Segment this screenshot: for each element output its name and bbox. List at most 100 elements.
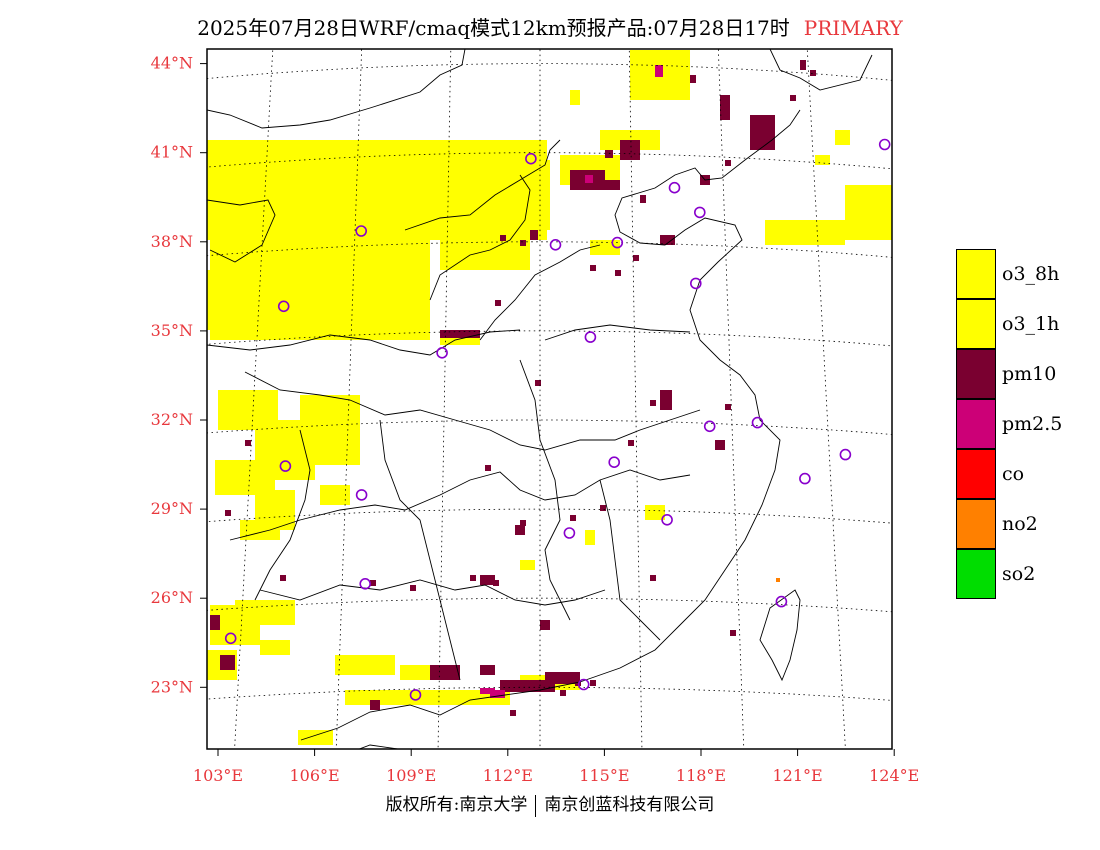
lon-tick-label: 115°E <box>579 766 629 785</box>
pollution-cell <box>690 75 696 83</box>
pollution-cell <box>520 240 526 246</box>
coastline <box>300 109 801 741</box>
pollution-cell <box>750 115 775 150</box>
pollution-cell <box>210 615 220 630</box>
pollution-cell <box>615 270 621 276</box>
pollution-cell <box>600 180 620 190</box>
station-marker <box>661 513 673 526</box>
pollution-cell <box>207 270 287 330</box>
province-line-6 <box>404 139 561 231</box>
pollution-cell <box>480 665 495 675</box>
parallel-line <box>207 419 892 435</box>
pollution-cell <box>815 155 830 165</box>
pollution-cell <box>345 280 425 330</box>
pollution-cell <box>660 390 672 410</box>
city-station-markers <box>224 138 891 701</box>
pollution-cell <box>725 160 731 166</box>
parallel-line <box>207 686 892 701</box>
legend-label-o3-1h: o3_1h <box>1002 313 1060 335</box>
pollution-cell <box>790 95 796 101</box>
province-boundaries <box>207 49 873 749</box>
pollution-cell <box>545 672 580 684</box>
province-line-13 <box>254 429 311 601</box>
pollution-cell <box>810 70 816 76</box>
station-marker <box>608 456 621 469</box>
pollution-cell <box>575 680 581 686</box>
pollution-cell <box>845 185 892 240</box>
pollution-cell <box>725 404 731 410</box>
parallel-line <box>207 597 892 613</box>
pollution-cell <box>235 600 295 625</box>
province-line-12 <box>379 419 461 681</box>
pollution-cell <box>440 210 530 270</box>
pollution-cell <box>225 510 231 516</box>
pollution-cell <box>585 175 593 183</box>
legend-swatch-co <box>956 449 996 499</box>
copyright-left: 版权所有:南京大学 <box>385 795 528 815</box>
legend-label-o3-8h: o3_8h <box>1002 263 1060 285</box>
pollution-cell <box>493 580 499 586</box>
station-marker <box>549 239 562 251</box>
pollution-cell <box>370 580 376 586</box>
station-marker <box>703 420 716 433</box>
pollution-cell <box>660 235 675 245</box>
province-line-5 <box>259 579 606 606</box>
legend-label-so2: so2 <box>1002 563 1036 585</box>
province-line-1 <box>207 199 276 263</box>
pollution-cell <box>633 255 639 261</box>
pollution-cell <box>280 575 286 581</box>
meridian-line <box>437 49 452 749</box>
pollution-cell <box>570 515 576 521</box>
lat-tick-label: 23°N <box>151 677 193 696</box>
legend-label-pm10: pm10 <box>1002 363 1057 385</box>
pollution-cell <box>835 130 850 145</box>
pollution-cell <box>628 440 634 446</box>
province-line-8 <box>479 244 601 341</box>
station-marker <box>751 416 764 429</box>
pollution-cell <box>530 230 538 240</box>
pollution-cell <box>645 505 665 520</box>
legend-swatch-pm10 <box>956 349 996 399</box>
pollution-cell <box>720 95 730 120</box>
station-marker <box>563 527 576 539</box>
legend-label-no2: no2 <box>1002 513 1038 535</box>
copyright-notice: 版权所有:南京大学 南京创蓝科技有限公司 <box>0 790 1100 817</box>
pollution-cell <box>335 655 395 675</box>
pollution-cell <box>440 330 480 338</box>
station-marker <box>689 277 702 290</box>
pollution-cell <box>370 700 380 710</box>
pollution-cell <box>540 620 550 630</box>
lon-tick-label: 103°E <box>193 766 243 785</box>
lat-tick-label: 41°N <box>151 143 193 162</box>
pollution-cell <box>410 585 416 591</box>
station-marker <box>359 577 372 590</box>
parallel-line <box>207 241 892 258</box>
station-marker <box>584 331 597 343</box>
pollution-cell <box>650 400 656 406</box>
legend-swatch-no2 <box>956 499 996 549</box>
province-line-11 <box>599 479 661 641</box>
pollution-cell <box>590 265 596 271</box>
meridian-line <box>628 49 643 749</box>
pollution-cell <box>260 640 290 655</box>
pollution-cell <box>640 195 646 203</box>
pollution-cell <box>650 575 656 581</box>
pollution-cell <box>800 60 806 70</box>
lon-tick-label: 124°E <box>869 766 919 785</box>
pollution-cell-no2 <box>776 578 780 582</box>
station-marker <box>577 678 590 691</box>
station-marker <box>775 595 788 608</box>
pollution-cell <box>715 440 725 450</box>
pollution-cell <box>510 710 516 716</box>
lat-tick-label: 35°N <box>151 321 193 340</box>
meridian-line <box>234 49 274 749</box>
pollution-cell <box>490 690 505 698</box>
pollution-cell <box>480 688 495 694</box>
lon-tick-label: 109°E <box>386 766 436 785</box>
pollution-cell <box>535 380 541 386</box>
meridian-line <box>806 49 846 749</box>
station-marker <box>611 236 624 249</box>
station-marker <box>355 225 368 237</box>
station-marker <box>878 138 891 151</box>
